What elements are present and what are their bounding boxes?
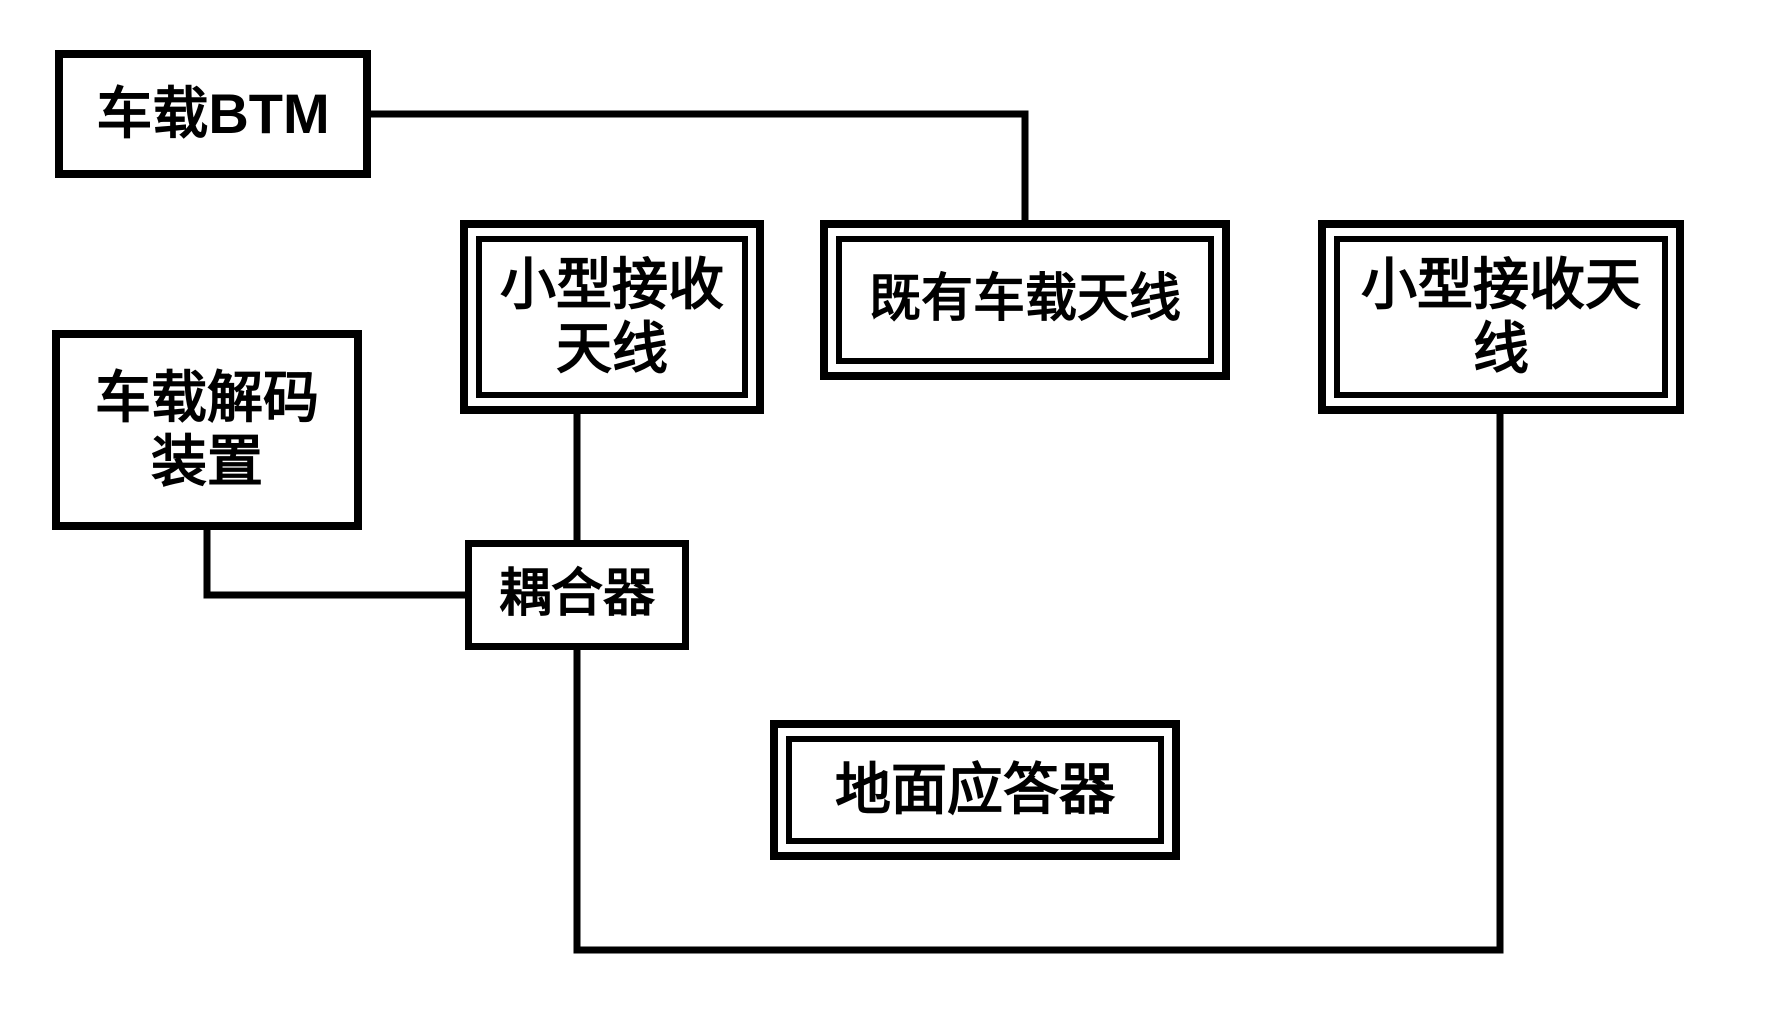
node-inner: 地面应答器 [786,736,1164,844]
node-label: 车载解码装置 [95,366,319,495]
node-inner: 小型接收天线 [1334,236,1668,398]
node-inner: 既有车载天线 [836,236,1214,364]
node-label: 小型接收天线 [500,253,724,382]
node-onboard-decoder: 车载解码装置 [52,330,362,530]
node-ground-transponder: 地面应答器 [770,720,1180,860]
node-existing-onboard-antenna: 既有车载天线 [820,220,1230,380]
edge-decoder-to-coupler [207,530,465,595]
diagram-canvas: 车载BTM 车载解码装置 小型接收天线 既有车载天线 小型接收天线 耦合器 地面… [0,0,1772,1022]
node-label: 既有车载天线 [869,270,1181,330]
node-small-rx-antenna-right: 小型接收天线 [1318,220,1684,414]
node-label: 地面应答器 [835,758,1115,822]
node-inner: 小型接收天线 [476,236,748,398]
node-label: 耦合器 [499,565,655,625]
edge-coupler-to-ant_right [577,414,1500,950]
edge-btm-to-ant_exist [371,114,1025,220]
node-small-rx-antenna-left: 小型接收天线 [460,220,764,414]
node-onboard-btm: 车载BTM [55,50,371,178]
node-label: 车载BTM [96,82,329,146]
node-label: 小型接收天线 [1361,253,1641,382]
node-coupler: 耦合器 [465,540,689,650]
